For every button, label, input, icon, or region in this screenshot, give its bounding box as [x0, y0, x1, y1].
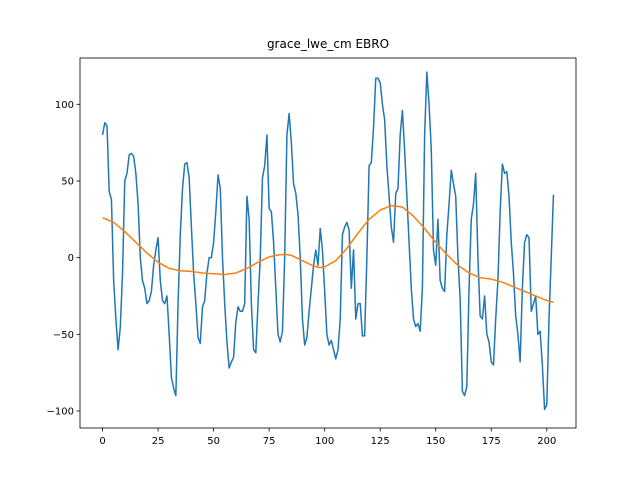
- y-tick-label: 0: [68, 253, 74, 264]
- line-series: [102, 204, 554, 303]
- y-tick-label: 50: [61, 176, 74, 187]
- y-tick-label: −100: [47, 406, 74, 417]
- x-tick-label: 75: [263, 436, 276, 447]
- y-tick-label: 100: [55, 100, 74, 111]
- x-tick-label: 25: [152, 436, 165, 447]
- x-tick-label: 125: [371, 436, 390, 447]
- x-tick-label: 200: [537, 436, 556, 447]
- line-series: [101, 71, 555, 411]
- x-tick-label: 0: [99, 436, 105, 447]
- plot-frame: [79, 57, 577, 429]
- x-tick-label: 100: [315, 436, 334, 447]
- x-tick-label: 50: [207, 436, 220, 447]
- x-tick-label: 175: [482, 436, 501, 447]
- x-tick-label: 150: [426, 436, 445, 447]
- y-tick-label: −50: [53, 330, 74, 341]
- chart-title: grace_lwe_cm EBRO: [267, 37, 389, 51]
